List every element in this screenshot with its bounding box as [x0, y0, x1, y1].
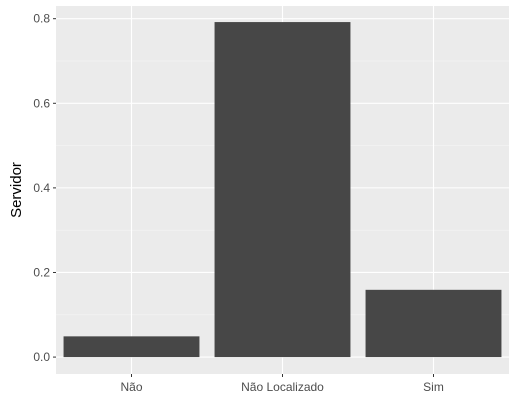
- bar-0: [63, 336, 200, 358]
- bar-1: [214, 22, 351, 358]
- y-tick-label: 0.4: [33, 181, 50, 195]
- bar-2: [365, 289, 502, 358]
- x-tick-label: Não: [120, 380, 142, 394]
- x-tick-label: Não Localizado: [241, 380, 324, 394]
- y-tick-label: 0.0: [33, 350, 50, 364]
- x-tick-label: Sim: [423, 380, 444, 394]
- y-axis-title: Servidor: [8, 162, 25, 218]
- axes: 0.0 0.2 0.4 0.6 0.8 Não Não Localizado Sim: [33, 12, 444, 394]
- y-tick-label: 0.6: [33, 96, 50, 110]
- y-tick-label: 0.8: [33, 12, 50, 26]
- bars: [63, 22, 502, 358]
- y-tick-label: 0.2: [33, 265, 50, 279]
